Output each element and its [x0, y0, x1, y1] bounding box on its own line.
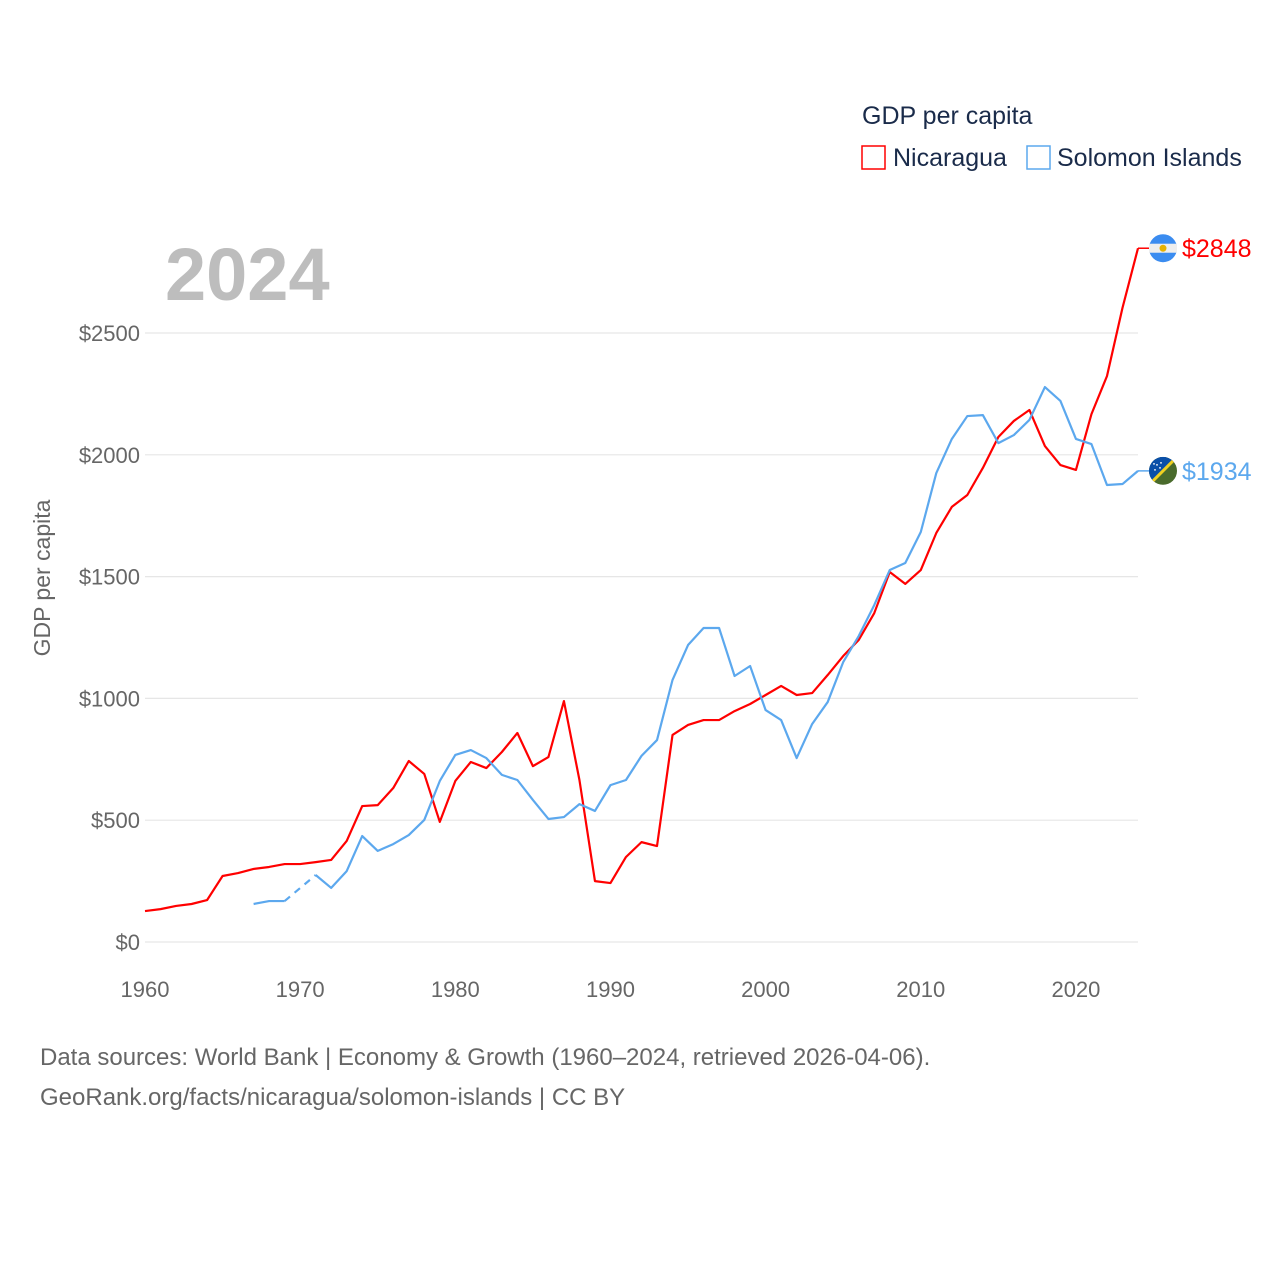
legend-title: GDP per capita	[862, 102, 1033, 130]
series-line-solomon-islands	[253, 899, 285, 906]
year-label: 2024	[165, 233, 330, 316]
series-line-solomon-islands	[314, 385, 1139, 890]
x-tick-label: 1980	[431, 977, 480, 1002]
legend-item-solomon-islands[interactable]: Solomon Islands	[1026, 144, 1242, 172]
y-tick-label: $2000	[79, 443, 140, 468]
flag-stripe	[1149, 456, 1177, 485]
y-tick-label: $2500	[79, 321, 140, 346]
flag-star	[1154, 468, 1156, 471]
flag-emblem	[1159, 244, 1167, 252]
series-line-nicaragua	[144, 247, 1140, 913]
legend-label: Solomon Islands	[1057, 144, 1242, 172]
legend-label: Nicaragua	[893, 144, 1007, 172]
x-tick-label: 1960	[121, 977, 170, 1002]
y-tick-label: $1500	[79, 565, 140, 590]
end-value-label: $2848	[1182, 235, 1252, 263]
x-tick-label: 1990	[586, 977, 635, 1002]
y-tick-label: $500	[91, 808, 140, 833]
y-tick-label: $0	[116, 930, 140, 955]
end-value-label: $1934	[1182, 458, 1252, 486]
x-tick-label: 1970	[276, 977, 325, 1002]
solomon-islands-flag-icon	[1149, 456, 1177, 485]
flag-star	[1160, 461, 1162, 464]
flag-star	[1156, 463, 1158, 466]
x-tick-label: 2010	[896, 977, 945, 1002]
y-tick-label: $1000	[79, 686, 140, 711]
nicaragua-flag-icon	[1149, 234, 1177, 263]
legend-swatch	[861, 145, 886, 170]
series-gap-dashed	[283, 874, 317, 902]
footer-source: Data sources: World Bank | Economy & Gro…	[40, 1044, 931, 1071]
legend-item-nicaragua[interactable]: Nicaragua	[861, 144, 1007, 172]
x-tick-label: 2020	[1051, 977, 1100, 1002]
flag-body	[1149, 456, 1177, 485]
footer-link[interactable]: GeoRank.org/facts/nicaragua/solomon-isla…	[40, 1084, 626, 1111]
flag-star	[1153, 462, 1155, 465]
x-tick-label: 2000	[741, 977, 790, 1002]
legend-swatch	[1026, 145, 1051, 170]
y-axis-label: GDP per capita	[29, 499, 55, 656]
flag-star	[1159, 466, 1161, 469]
